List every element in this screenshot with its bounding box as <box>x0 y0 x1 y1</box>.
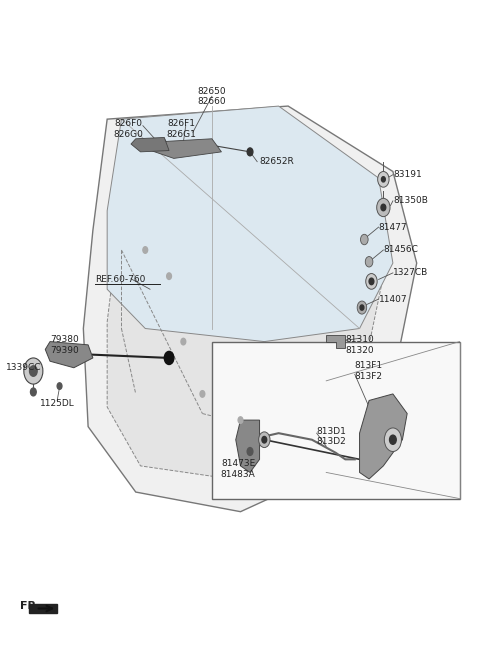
Polygon shape <box>236 420 260 472</box>
Polygon shape <box>131 137 169 152</box>
Circle shape <box>377 198 390 217</box>
Text: 81310
81320: 81310 81320 <box>345 335 374 355</box>
Text: 82650
82660: 82650 82660 <box>198 87 226 106</box>
Text: 81473E
81483A: 81473E 81483A <box>221 459 255 479</box>
Circle shape <box>390 435 396 444</box>
Text: 826F0
826G0: 826F0 826G0 <box>114 120 144 139</box>
Text: 81350B: 81350B <box>393 196 428 206</box>
Circle shape <box>247 148 253 156</box>
Circle shape <box>384 428 401 451</box>
Text: 81456C: 81456C <box>384 246 418 254</box>
Text: 826F1
826G1: 826F1 826G1 <box>166 120 196 139</box>
Circle shape <box>382 177 385 182</box>
Circle shape <box>143 247 148 253</box>
Polygon shape <box>145 139 221 158</box>
Text: 813D1
813D2: 813D1 813D2 <box>317 427 347 446</box>
Circle shape <box>259 432 270 447</box>
Circle shape <box>164 351 174 365</box>
Polygon shape <box>360 394 407 479</box>
Bar <box>212 342 459 499</box>
Text: 1327CB: 1327CB <box>393 269 428 277</box>
Circle shape <box>360 235 368 245</box>
Circle shape <box>200 391 205 397</box>
Circle shape <box>181 338 186 345</box>
Polygon shape <box>45 342 93 368</box>
Circle shape <box>30 366 37 376</box>
Circle shape <box>238 417 243 423</box>
Text: 11407: 11407 <box>379 294 407 304</box>
Circle shape <box>57 383 62 390</box>
Circle shape <box>262 436 267 443</box>
Circle shape <box>365 256 373 267</box>
Text: 83191: 83191 <box>393 170 421 179</box>
Text: 1125DL: 1125DL <box>40 399 74 408</box>
Circle shape <box>366 273 377 289</box>
Polygon shape <box>107 132 384 479</box>
Text: FR.: FR. <box>21 601 41 611</box>
Circle shape <box>378 171 389 187</box>
Circle shape <box>369 278 374 284</box>
Circle shape <box>381 204 386 211</box>
Text: REF.60-760: REF.60-760 <box>95 275 145 284</box>
Text: 813F1
813F2: 813F1 813F2 <box>355 361 383 380</box>
Circle shape <box>24 358 43 384</box>
Bar <box>29 604 57 613</box>
Circle shape <box>31 388 36 396</box>
Text: 81477: 81477 <box>379 223 407 232</box>
Text: 79380
79390: 79380 79390 <box>50 335 79 355</box>
Polygon shape <box>84 106 417 512</box>
Circle shape <box>360 305 364 310</box>
Circle shape <box>357 301 367 314</box>
Circle shape <box>167 273 171 279</box>
Text: 1339CC: 1339CC <box>6 363 42 373</box>
Polygon shape <box>326 335 345 348</box>
Circle shape <box>247 447 253 455</box>
Text: 82652R: 82652R <box>260 157 294 166</box>
Polygon shape <box>107 106 393 342</box>
